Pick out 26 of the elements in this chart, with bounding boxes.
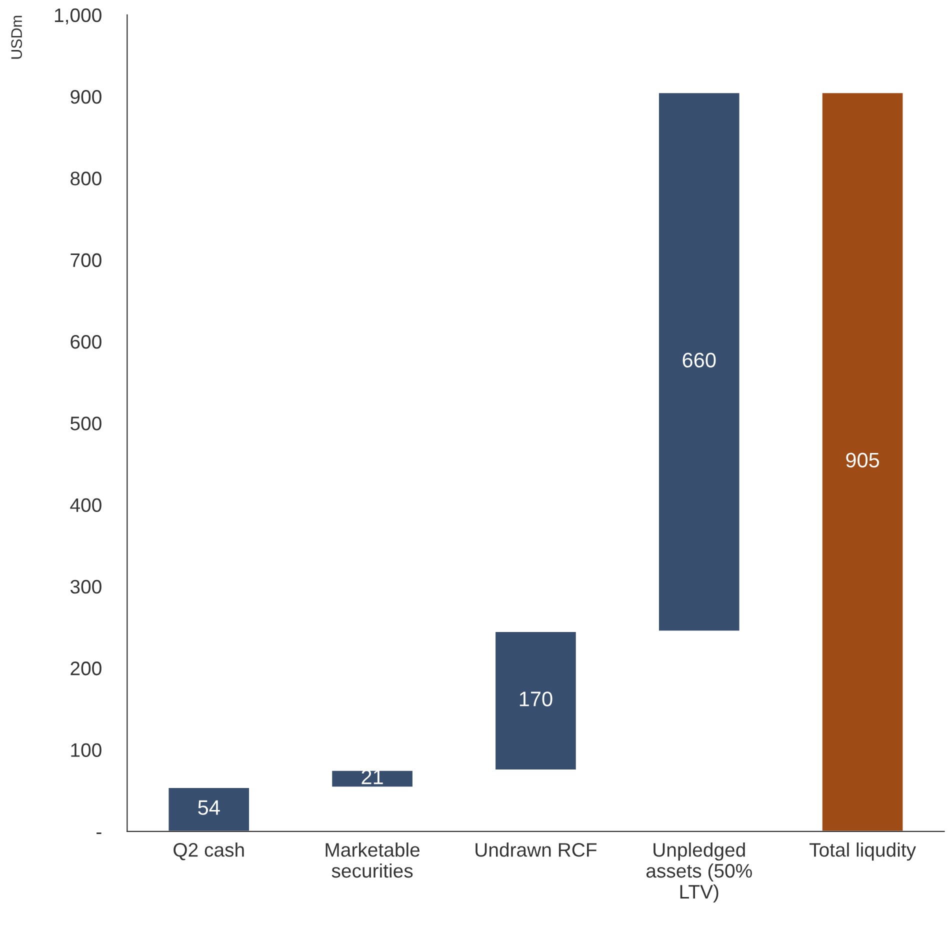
bar bbox=[167, 786, 250, 832]
y-tick-label: 800 bbox=[70, 172, 102, 186]
x-tick-label: Undrawn RCF bbox=[476, 842, 597, 857]
bar bbox=[658, 92, 741, 632]
data-label: 905 bbox=[846, 452, 880, 468]
x-tick-label: Marketable securities bbox=[326, 842, 420, 878]
bar bbox=[820, 92, 904, 832]
data-label: 54 bbox=[198, 800, 220, 815]
y-tick-label: 400 bbox=[70, 498, 102, 512]
data-label: 660 bbox=[682, 352, 716, 368]
x-tick-label: Q2 cash bbox=[174, 842, 244, 860]
y-tick-label: 700 bbox=[70, 253, 102, 268]
y-tick-label: 100 bbox=[71, 743, 102, 757]
y-tick-label: 300 bbox=[70, 580, 102, 594]
y-tick-label: 600 bbox=[70, 334, 102, 349]
y-tick-label: 500 bbox=[70, 416, 102, 430]
y-tick-label: - bbox=[96, 832, 102, 834]
y-tick-label: 1,000 bbox=[54, 8, 102, 24]
x-tick-label: Unpledged assets (50% LTV) bbox=[646, 842, 752, 902]
bar bbox=[494, 630, 578, 771]
y-axis-title: USDm bbox=[11, 16, 22, 59]
bar bbox=[330, 769, 414, 788]
y-tick-label: 900 bbox=[70, 90, 102, 104]
x-tick-label: Total liqudity bbox=[809, 842, 916, 861]
data-label: 170 bbox=[520, 692, 552, 706]
y-tick-label: 200 bbox=[70, 662, 102, 676]
